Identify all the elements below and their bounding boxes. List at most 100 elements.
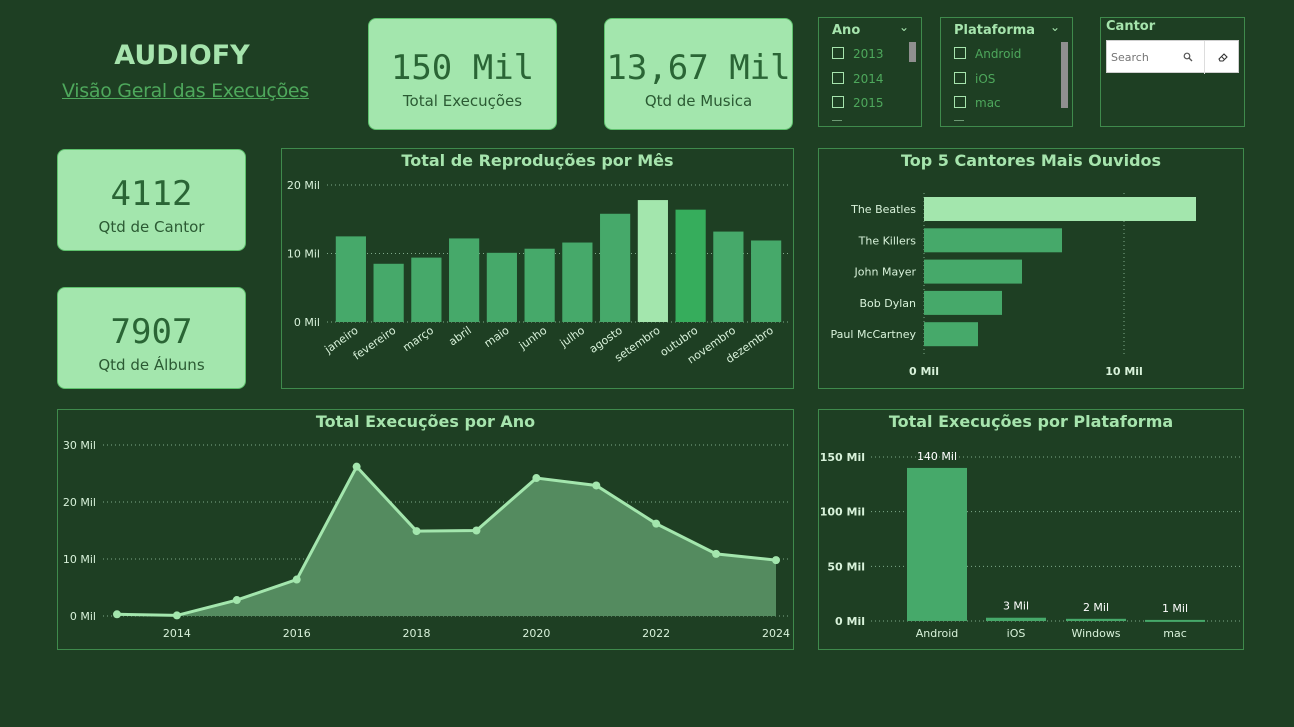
panel-top-singers: Top 5 Cantores Mais Ouvidos 0 Mil 10 Mil T… bbox=[818, 148, 1244, 389]
data-label: 1 Mil bbox=[1162, 602, 1188, 615]
checkbox-icon[interactable] bbox=[832, 72, 844, 84]
checkbox-icon[interactable] bbox=[954, 72, 966, 84]
y-tick-label: 10 Mil bbox=[63, 553, 96, 566]
panel-platform-chart: Total Execuções por Plataforma 0 Mil 50 M… bbox=[818, 409, 1244, 650]
x-tick-label: 0 Mil bbox=[909, 365, 939, 378]
bar bbox=[924, 197, 1196, 221]
data-point bbox=[652, 519, 661, 528]
data-point bbox=[472, 526, 481, 535]
x-tick-label: 2020 bbox=[522, 627, 550, 640]
y-tick-label: 50 Mil bbox=[827, 560, 865, 573]
data-label: 2 Mil bbox=[1083, 601, 1109, 614]
data-point bbox=[592, 481, 601, 490]
scrollbar-thumb[interactable] bbox=[1061, 42, 1068, 108]
x-tick-label: 2022 bbox=[642, 627, 670, 640]
scrollbar-thumb[interactable] bbox=[909, 42, 916, 62]
chart-title: Total Execuções por Plataforma bbox=[888, 412, 1174, 431]
bar bbox=[335, 236, 366, 322]
kpi-label: Qtd de Musica bbox=[644, 92, 753, 110]
search-input[interactable] bbox=[1111, 48, 1179, 66]
slicer-option[interactable]: Android bbox=[954, 47, 1021, 61]
bar bbox=[986, 617, 1046, 621]
bar bbox=[1066, 618, 1126, 621]
x-tick-label: abril bbox=[446, 324, 473, 349]
chart-title: Total de Reproduções por Mês bbox=[401, 151, 674, 170]
slicer-option[interactable]: iOS bbox=[954, 72, 995, 86]
area-fill bbox=[117, 466, 776, 616]
series-line bbox=[116, 464, 777, 617]
eraser-icon[interactable] bbox=[1217, 51, 1229, 63]
kpi-value: 13,67 Mil bbox=[606, 48, 791, 88]
data-point bbox=[712, 549, 721, 558]
checkbox-icon[interactable] bbox=[832, 96, 844, 108]
kpi-label: Total Execuções bbox=[402, 92, 523, 110]
app-title: AUDIOFY bbox=[114, 40, 250, 71]
bar bbox=[411, 257, 442, 322]
slicer-cantor: Cantor bbox=[1100, 17, 1245, 127]
x-tick-label: 2018 bbox=[403, 627, 431, 640]
y-tick-label: Bob Dylan bbox=[859, 297, 916, 310]
yearly-area-chart: 0 Mil 10 Mil 20 Mil 30 Mil 2014 2016 2018 2020 2… bbox=[63, 439, 790, 640]
y-tick-label: 20 Mil bbox=[63, 496, 96, 509]
bar bbox=[751, 240, 782, 322]
data-point bbox=[532, 474, 541, 483]
kpi-value: 150 Mil bbox=[390, 48, 535, 88]
chevron-down-icon[interactable]: ⌄ bbox=[898, 20, 909, 34]
y-tick-label: John Mayer bbox=[854, 266, 917, 279]
x-tick-label: fevereiro bbox=[351, 324, 399, 363]
kpi-value: 7907 bbox=[110, 312, 193, 352]
y-tick-label: The Beatles bbox=[850, 203, 916, 216]
x-tick-label: iOS bbox=[1007, 627, 1026, 640]
bar bbox=[524, 248, 555, 322]
x-tick-label: junho bbox=[516, 324, 550, 353]
checkbox-icon[interactable] bbox=[954, 47, 966, 59]
kpi-qtd-musica: 13,67 Mil Qtd de Musica bbox=[604, 18, 793, 130]
slicer-ano[interactable]: Ano ⌄ 2013 2014 2015 bbox=[818, 17, 922, 127]
bar bbox=[924, 228, 1062, 253]
slicer-option[interactable]: 2014 bbox=[832, 72, 884, 86]
slicer-plataforma[interactable]: Plataforma ⌄ Android iOS mac bbox=[940, 17, 1073, 127]
y-tick-label: 10 Mil bbox=[287, 248, 320, 261]
page-subtitle-link[interactable]: Visão Geral das Execuções bbox=[62, 80, 309, 102]
kpi-label: Qtd de Cantor bbox=[98, 218, 205, 236]
kpi-qtd-albuns: 7907 Qtd de Álbuns bbox=[57, 287, 246, 389]
x-tick-label: março bbox=[400, 324, 436, 355]
y-tick-label: 20 Mil bbox=[287, 179, 320, 192]
slicer-option[interactable]: 2013 bbox=[832, 47, 884, 61]
y-tick-label: 100 Mil bbox=[820, 506, 865, 519]
platform-bar-chart: 0 Mil 50 Mil 100 Mil 150 Mil 140 Mil Android 3… bbox=[820, 450, 1241, 640]
checkbox-icon[interactable] bbox=[954, 96, 966, 108]
kpi-label: Qtd de Álbuns bbox=[98, 356, 205, 374]
bar bbox=[449, 238, 480, 322]
bar bbox=[924, 290, 1002, 315]
slicer-title: Plataforma bbox=[954, 23, 1036, 38]
data-point bbox=[772, 556, 780, 565]
panel-monthly-chart: Total de Reproduções por Mês 0 Mil 10 Mil… bbox=[281, 148, 794, 389]
data-point bbox=[172, 611, 181, 620]
y-tick-label: 0 Mil bbox=[294, 316, 320, 329]
bar bbox=[675, 209, 706, 322]
divider bbox=[1204, 41, 1205, 74]
y-tick-label: 30 Mil bbox=[63, 439, 96, 452]
kpi-qtd-cantor: 4112 Qtd de Cantor bbox=[57, 149, 246, 251]
data-point bbox=[292, 575, 301, 584]
slicer-title: Ano bbox=[832, 23, 861, 38]
partial-option-edge bbox=[832, 120, 842, 121]
checkbox-icon[interactable] bbox=[832, 47, 844, 59]
y-tick-label: 0 Mil bbox=[70, 610, 96, 623]
slicer-option[interactable]: 2015 bbox=[832, 96, 884, 110]
search-icon[interactable] bbox=[1183, 52, 1193, 62]
bar bbox=[1145, 619, 1205, 622]
kpi-total-execucoes: 150 Mil Total Execuções bbox=[368, 18, 557, 130]
top-singers-bar-chart: 0 Mil 10 Mil The Beatles The Killers John Ma… bbox=[831, 193, 1196, 378]
bar bbox=[486, 252, 517, 322]
y-tick-label: 0 Mil bbox=[835, 615, 865, 628]
data-label: 3 Mil bbox=[1003, 600, 1029, 613]
x-tick-label: mac bbox=[1163, 627, 1187, 640]
bar bbox=[907, 467, 967, 621]
slicer-option[interactable]: mac bbox=[954, 96, 1001, 110]
chevron-down-icon[interactable]: ⌄ bbox=[1049, 20, 1060, 34]
bar bbox=[924, 259, 1022, 284]
data-label: 140 Mil bbox=[917, 450, 957, 463]
